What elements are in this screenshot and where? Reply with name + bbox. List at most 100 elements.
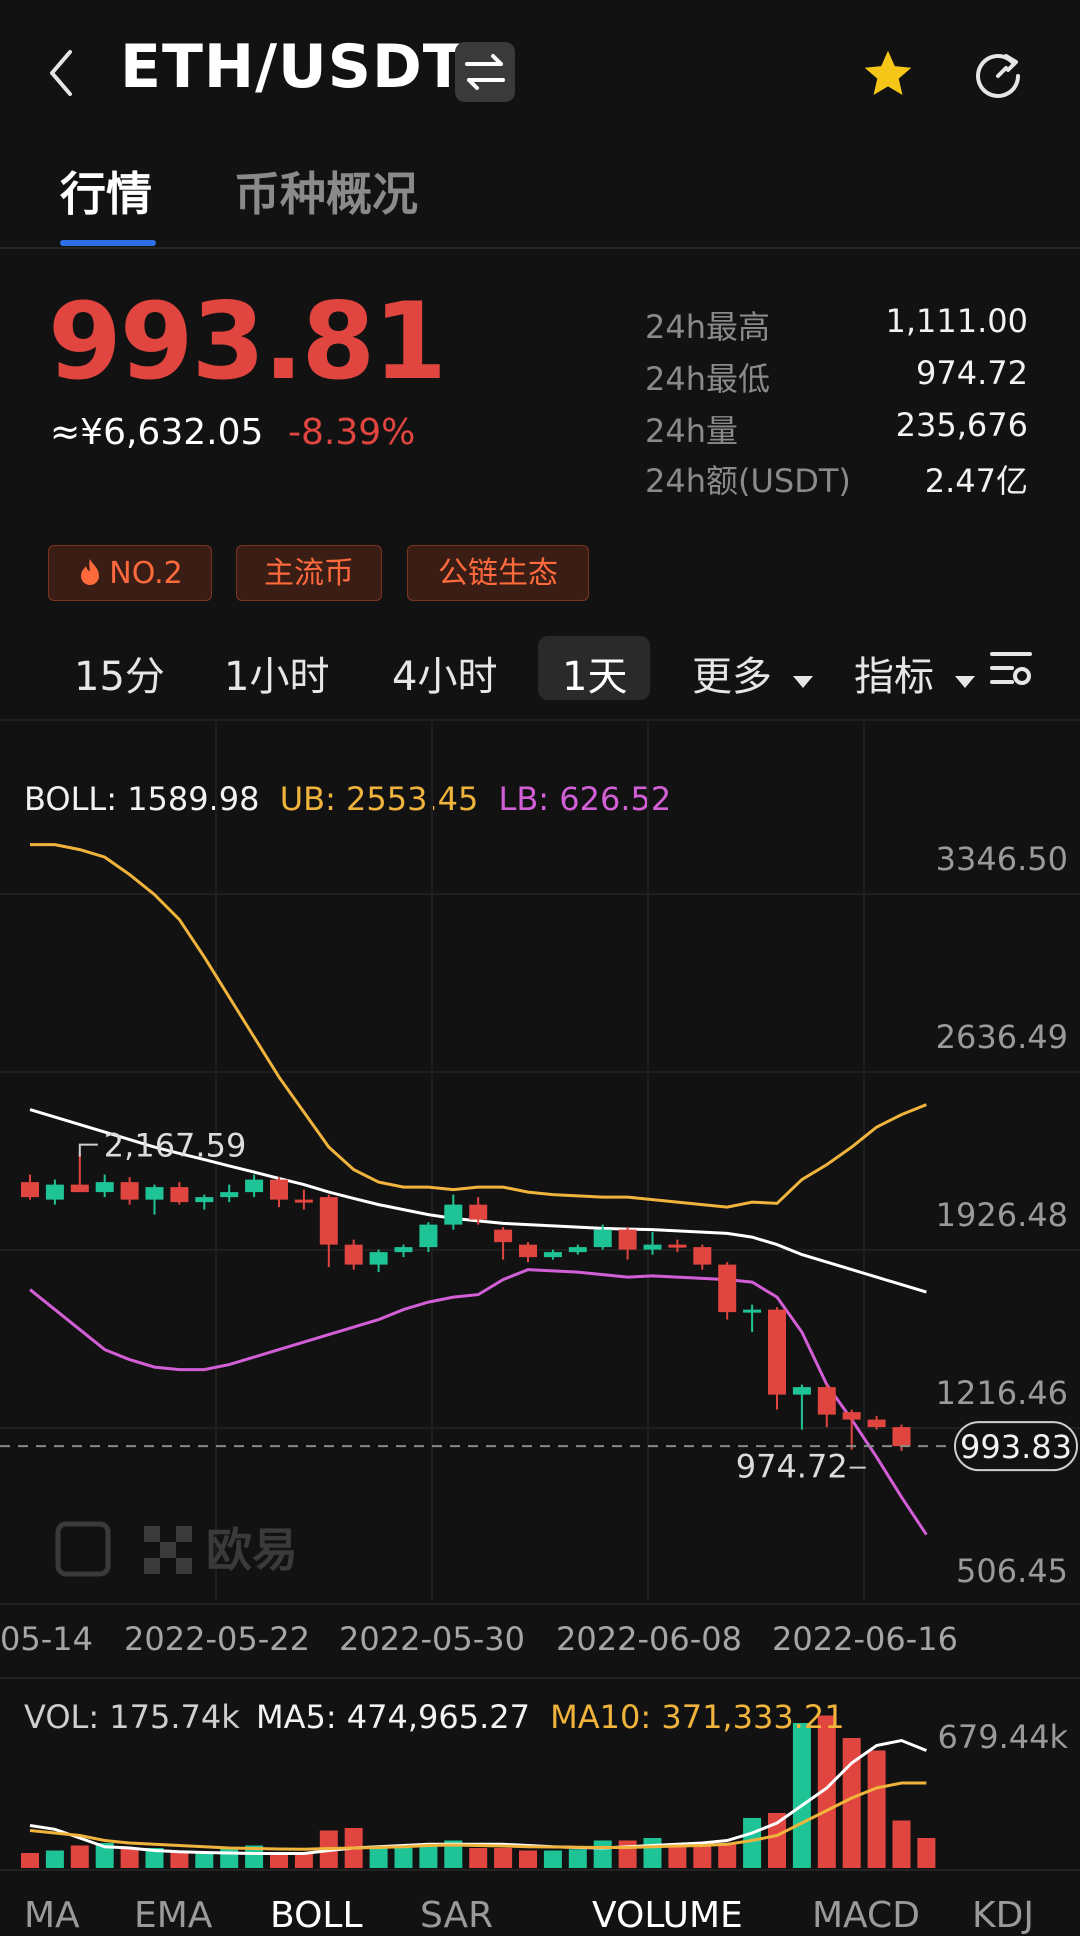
chart-settings-button[interactable] xyxy=(990,648,1032,690)
stat-label-high: 24h最高 xyxy=(645,308,771,346)
tab-market[interactable]: 行情 xyxy=(60,167,152,221)
candle-body xyxy=(469,1204,488,1220)
high-marker-line xyxy=(78,1143,98,1157)
volume-max-tick: 679.44k xyxy=(937,1718,1069,1756)
vol-value: VOL: 175.74k xyxy=(24,1698,240,1736)
last-price-badge xyxy=(954,1421,1078,1472)
volume-bar xyxy=(743,1818,762,1868)
timeframe-15m[interactable]: 15分 xyxy=(74,654,165,700)
stat-label-low: 24h最低 xyxy=(645,360,771,398)
watermark-logo-block xyxy=(160,1542,176,1558)
volume-legend: VOL: 175.74k MA5: 474,965.27 MA10: 371,3… xyxy=(24,1698,845,1736)
volume-bar xyxy=(817,1715,836,1868)
indicator-tab-macd[interactable]: MACD xyxy=(812,1895,920,1936)
candle-body xyxy=(369,1252,388,1265)
tag-mainstream[interactable]: 主流币 xyxy=(236,545,382,601)
caret-down-icon xyxy=(792,676,813,688)
low-marker-label: 974.72 xyxy=(736,1448,848,1486)
x-tick-label: 2022-05-30 xyxy=(339,1620,525,1658)
candle-body xyxy=(593,1229,612,1248)
x-tick-label: 05-14 xyxy=(0,1620,93,1658)
fire-icon xyxy=(81,559,100,585)
volume-bar xyxy=(593,1840,612,1868)
volume-bar xyxy=(120,1848,139,1868)
candle-body xyxy=(444,1204,463,1225)
indicator-tab-boll[interactable]: BOLL xyxy=(270,1895,363,1936)
boll-lb-value: LB: 626.52 xyxy=(498,780,672,818)
candle-body xyxy=(145,1187,164,1200)
high-marker-label: 2,167.59 xyxy=(104,1127,247,1165)
candle-body xyxy=(867,1419,886,1428)
favorite-button[interactable] xyxy=(860,46,916,102)
indicator-tab-volume[interactable]: VOLUME xyxy=(592,1895,743,1936)
volume-bar xyxy=(21,1853,39,1868)
star-icon xyxy=(864,50,912,95)
timeframe-1d[interactable]: 1天 xyxy=(562,654,628,700)
boll-lower-band xyxy=(29,1268,928,1536)
candle-body xyxy=(120,1182,139,1200)
tag-rank-label: NO.2 xyxy=(109,556,183,591)
tag-public-chain[interactable]: 公链生态 xyxy=(407,545,589,601)
watermark-logo-block xyxy=(176,1558,192,1574)
indicator-tab-kdj[interactable]: KDJ xyxy=(972,1895,1034,1936)
volume-bar xyxy=(394,1848,413,1868)
volume-bar xyxy=(70,1845,89,1868)
volume-bar xyxy=(95,1843,114,1868)
timeframe-4h[interactable]: 4小时 xyxy=(392,654,498,700)
cny-price: ≈¥6,632.05 xyxy=(50,412,264,453)
refresh-icon xyxy=(976,54,1020,98)
candle-body xyxy=(45,1184,64,1200)
tab-coin-overview[interactable]: 币种概况 xyxy=(234,167,418,221)
volume-bar xyxy=(519,1850,537,1868)
watermark-text: 欧易 xyxy=(206,1523,298,1577)
indicator-dropdown[interactable]: 指标 xyxy=(854,644,977,702)
indicator-tab-sar[interactable]: SAR xyxy=(420,1895,494,1936)
volume-bar xyxy=(892,1820,911,1868)
candle-body xyxy=(618,1229,637,1250)
vol-ma10-value: MA10: 371,333.21 xyxy=(550,1698,845,1736)
volume-bar xyxy=(195,1853,214,1868)
candle-body xyxy=(892,1427,911,1447)
chevron-left-icon xyxy=(50,50,72,96)
candle-body xyxy=(768,1309,786,1395)
candle-body xyxy=(494,1229,513,1243)
watermark-logo-block xyxy=(144,1526,160,1542)
indicator-tab-ma[interactable]: MA xyxy=(24,1895,80,1936)
divider xyxy=(0,247,1080,249)
timeframe-1h[interactable]: 1小时 xyxy=(224,654,330,700)
boll-upper-band xyxy=(30,843,927,1209)
refresh-button[interactable] xyxy=(970,46,1026,102)
swap-pair-button[interactable] xyxy=(455,42,515,102)
watermark-logo-block xyxy=(176,1526,192,1542)
volume-bar xyxy=(270,1853,288,1868)
indicator-label: 指标 xyxy=(854,654,934,700)
watermark xyxy=(55,1521,192,1577)
price-change-percent: -8.39% xyxy=(288,412,416,453)
tag-rank[interactable]: NO.2 xyxy=(48,545,212,601)
volume-bar xyxy=(469,1848,488,1868)
volume-bar xyxy=(444,1840,463,1868)
back-button[interactable] xyxy=(40,48,84,98)
boll-legend: BOLL: 1589.98 UB: 2553.45 LB: 626.52 xyxy=(24,780,671,818)
stat-value-volume: 235,676 xyxy=(895,406,1028,444)
more-label: 更多 xyxy=(692,654,772,700)
volume-bar xyxy=(792,1723,811,1868)
volume-bar xyxy=(170,1850,189,1868)
indicator-tab-ema[interactable]: EMA xyxy=(134,1895,213,1936)
volume-bar xyxy=(419,1845,438,1868)
y-tick-label: 1926.48 xyxy=(936,1196,1068,1234)
candle-body xyxy=(743,1309,762,1313)
fullscreen-icon[interactable] xyxy=(55,1521,111,1577)
volume-bar xyxy=(917,1838,936,1868)
volume-bar xyxy=(842,1738,861,1868)
candle-body xyxy=(543,1252,562,1258)
timeframe-active-bg xyxy=(538,636,650,700)
watermark-logo-block xyxy=(144,1558,160,1574)
volume-bar xyxy=(294,1853,313,1868)
boll-mid-value: BOLL: 1589.98 xyxy=(24,780,260,818)
more-timeframes-dropdown[interactable]: 更多 xyxy=(692,644,815,702)
volume-bar xyxy=(643,1838,662,1868)
candle-body xyxy=(319,1197,338,1245)
volume-bar xyxy=(145,1848,164,1868)
candlestick-chart[interactable]: 3346.50 2636.49 1926.48 1216.46 506.45 欧易 2,16… xyxy=(0,718,1080,1928)
